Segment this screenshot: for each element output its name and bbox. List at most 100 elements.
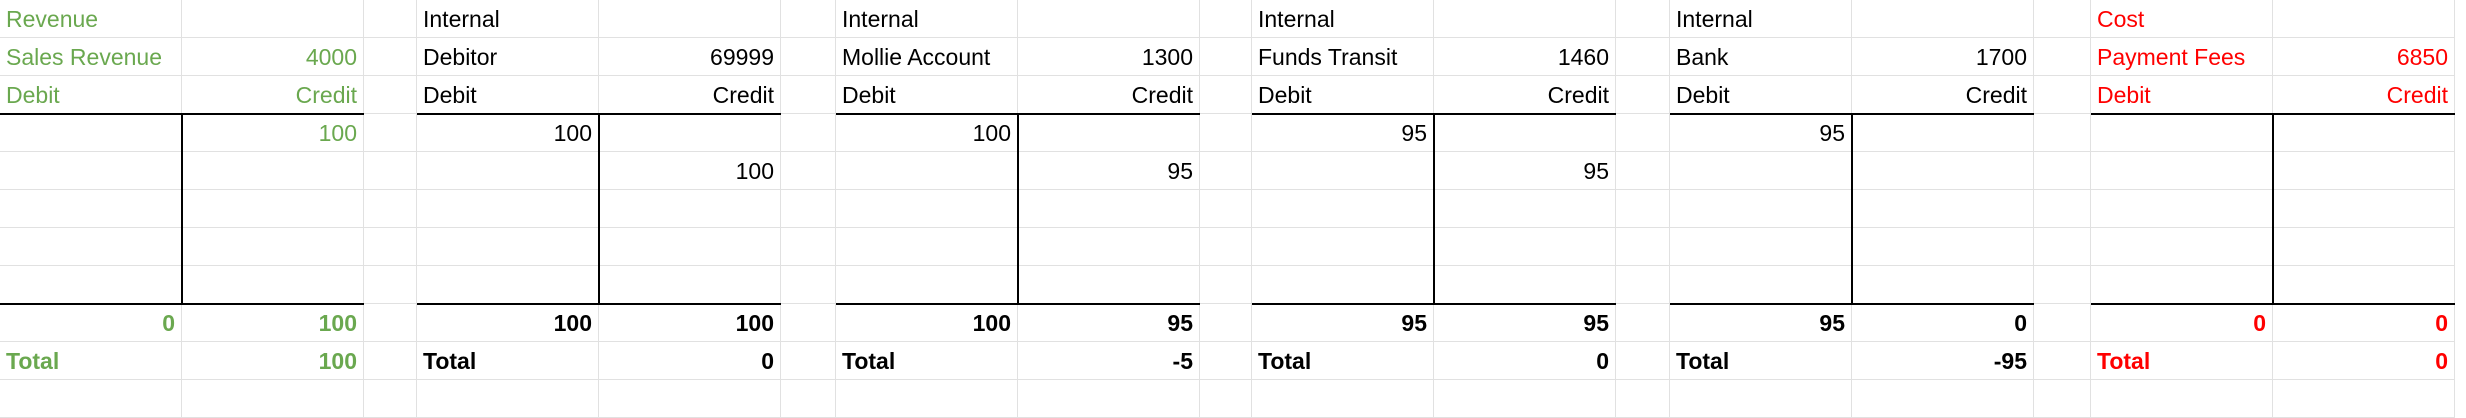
transit-credit-entry-cell[interactable] bbox=[1434, 266, 1616, 304]
spacer-cell[interactable] bbox=[2034, 342, 2091, 380]
mollie-credit-entry-cell[interactable] bbox=[1018, 114, 1200, 152]
spacer-cell[interactable] bbox=[2034, 304, 2091, 342]
mollie-debit-header[interactable]: Debit bbox=[836, 76, 1018, 114]
spacer-cell[interactable] bbox=[781, 228, 836, 266]
mollie-total-value-cell[interactable]: -5 bbox=[1018, 342, 1200, 380]
mollie-debit-entry-cell[interactable] bbox=[836, 152, 1018, 190]
revenue-credit-header[interactable]: Credit bbox=[182, 76, 364, 114]
spacer-cell[interactable] bbox=[781, 76, 836, 114]
spacer-cell[interactable] bbox=[1200, 380, 1252, 418]
spacer-cell[interactable] bbox=[364, 266, 417, 304]
revenue-credit-entry-cell[interactable] bbox=[182, 228, 364, 266]
debitor-empty-cell[interactable] bbox=[417, 380, 599, 418]
debitor-debit-entry-cell[interactable] bbox=[417, 190, 599, 228]
spacer-cell[interactable] bbox=[364, 228, 417, 266]
spacer-cell[interactable] bbox=[781, 304, 836, 342]
bank-empty-cell[interactable] bbox=[1670, 380, 1852, 418]
fees-credit-entry-cell[interactable] bbox=[2273, 228, 2455, 266]
mollie-empty-cell[interactable] bbox=[1018, 380, 1200, 418]
transit-debit-entry-cell[interactable] bbox=[1252, 152, 1434, 190]
spacer-cell[interactable] bbox=[1616, 266, 1670, 304]
mollie-account-number-cell[interactable]: 1300 bbox=[1018, 38, 1200, 76]
spacer-cell[interactable] bbox=[1200, 342, 1252, 380]
debitor-account-number-cell[interactable]: 69999 bbox=[599, 38, 781, 76]
bank-credit-entry-cell[interactable] bbox=[1852, 114, 2034, 152]
fees-empty-cell[interactable] bbox=[2273, 380, 2455, 418]
debitor-debit-entry-cell[interactable] bbox=[417, 152, 599, 190]
revenue-debit-entry-cell[interactable] bbox=[0, 228, 182, 266]
bank-credit-entry-cell[interactable] bbox=[1852, 266, 2034, 304]
spacer-cell[interactable] bbox=[364, 380, 417, 418]
revenue-empty-cell[interactable] bbox=[182, 0, 364, 38]
fees-debit-entry-cell[interactable] bbox=[2091, 266, 2273, 304]
fees-debit-header[interactable]: Debit bbox=[2091, 76, 2273, 114]
bank-debit-entry-cell[interactable]: 95 bbox=[1670, 114, 1852, 152]
transit-credit-total-cell[interactable]: 95 bbox=[1434, 304, 1616, 342]
transit-empty-cell[interactable] bbox=[1434, 380, 1616, 418]
spacer-cell[interactable] bbox=[1616, 380, 1670, 418]
revenue-credit-entry-cell[interactable] bbox=[182, 266, 364, 304]
mollie-empty-cell[interactable] bbox=[1018, 0, 1200, 38]
debitor-category-cell[interactable]: Internal bbox=[417, 0, 599, 38]
revenue-debit-total-cell[interactable]: 0 bbox=[0, 304, 182, 342]
revenue-total-label-cell[interactable]: Total bbox=[0, 342, 182, 380]
mollie-credit-entry-cell[interactable] bbox=[1018, 266, 1200, 304]
debitor-total-label-cell[interactable]: Total bbox=[417, 342, 599, 380]
spacer-cell[interactable] bbox=[2034, 190, 2091, 228]
fees-debit-entry-cell[interactable] bbox=[2091, 152, 2273, 190]
debitor-credit-total-cell[interactable]: 100 bbox=[599, 304, 781, 342]
bank-debit-entry-cell[interactable] bbox=[1670, 266, 1852, 304]
spacer-cell[interactable] bbox=[1616, 228, 1670, 266]
debitor-credit-entry-cell[interactable] bbox=[599, 190, 781, 228]
debitor-credit-entry-cell[interactable] bbox=[599, 114, 781, 152]
spacer-cell[interactable] bbox=[1200, 114, 1252, 152]
bank-total-value-cell[interactable]: -95 bbox=[1852, 342, 2034, 380]
fees-empty-cell[interactable] bbox=[2091, 380, 2273, 418]
bank-empty-cell[interactable] bbox=[1852, 380, 2034, 418]
spacer-cell[interactable] bbox=[1200, 0, 1252, 38]
bank-debit-entry-cell[interactable] bbox=[1670, 228, 1852, 266]
spacer-cell[interactable] bbox=[1200, 76, 1252, 114]
debitor-empty-cell[interactable] bbox=[599, 0, 781, 38]
spacer-cell[interactable] bbox=[2034, 76, 2091, 114]
spacer-cell[interactable] bbox=[364, 152, 417, 190]
bank-credit-entry-cell[interactable] bbox=[1852, 190, 2034, 228]
bank-account-number-cell[interactable]: 1700 bbox=[1852, 38, 2034, 76]
transit-account-name-cell[interactable]: Funds Transit bbox=[1252, 38, 1434, 76]
spacer-cell[interactable] bbox=[1200, 190, 1252, 228]
mollie-category-cell[interactable]: Internal bbox=[836, 0, 1018, 38]
mollie-credit-header[interactable]: Credit bbox=[1018, 76, 1200, 114]
spacer-cell[interactable] bbox=[781, 190, 836, 228]
bank-account-name-cell[interactable]: Bank bbox=[1670, 38, 1852, 76]
fees-empty-cell[interactable] bbox=[2273, 0, 2455, 38]
spacer-cell[interactable] bbox=[781, 380, 836, 418]
transit-debit-entry-cell[interactable] bbox=[1252, 190, 1434, 228]
fees-account-number-cell[interactable]: 6850 bbox=[2273, 38, 2455, 76]
revenue-debit-entry-cell[interactable] bbox=[0, 266, 182, 304]
spacer-cell[interactable] bbox=[1616, 152, 1670, 190]
transit-credit-entry-cell[interactable]: 95 bbox=[1434, 152, 1616, 190]
revenue-empty-cell[interactable] bbox=[0, 380, 182, 418]
spacer-cell[interactable] bbox=[1616, 0, 1670, 38]
transit-debit-entry-cell[interactable] bbox=[1252, 228, 1434, 266]
spacer-cell[interactable] bbox=[1200, 228, 1252, 266]
mollie-credit-entry-cell[interactable]: 95 bbox=[1018, 152, 1200, 190]
bank-credit-entry-cell[interactable] bbox=[1852, 228, 2034, 266]
fees-debit-entry-cell[interactable] bbox=[2091, 228, 2273, 266]
spacer-cell[interactable] bbox=[1200, 38, 1252, 76]
bank-total-label-cell[interactable]: Total bbox=[1670, 342, 1852, 380]
bank-debit-total-cell[interactable]: 95 bbox=[1670, 304, 1852, 342]
fees-total-label-cell[interactable]: Total bbox=[2091, 342, 2273, 380]
bank-empty-cell[interactable] bbox=[1852, 0, 2034, 38]
mollie-credit-total-cell[interactable]: 95 bbox=[1018, 304, 1200, 342]
transit-total-value-cell[interactable]: 0 bbox=[1434, 342, 1616, 380]
revenue-credit-entry-cell[interactable]: 100 bbox=[182, 114, 364, 152]
revenue-debit-entry-cell[interactable] bbox=[0, 190, 182, 228]
spacer-cell[interactable] bbox=[781, 152, 836, 190]
spacer-cell[interactable] bbox=[1200, 152, 1252, 190]
debitor-credit-header[interactable]: Credit bbox=[599, 76, 781, 114]
revenue-total-value-cell[interactable]: 100 bbox=[182, 342, 364, 380]
spacer-cell[interactable] bbox=[2034, 114, 2091, 152]
mollie-debit-entry-cell[interactable] bbox=[836, 190, 1018, 228]
revenue-debit-entry-cell[interactable] bbox=[0, 114, 182, 152]
